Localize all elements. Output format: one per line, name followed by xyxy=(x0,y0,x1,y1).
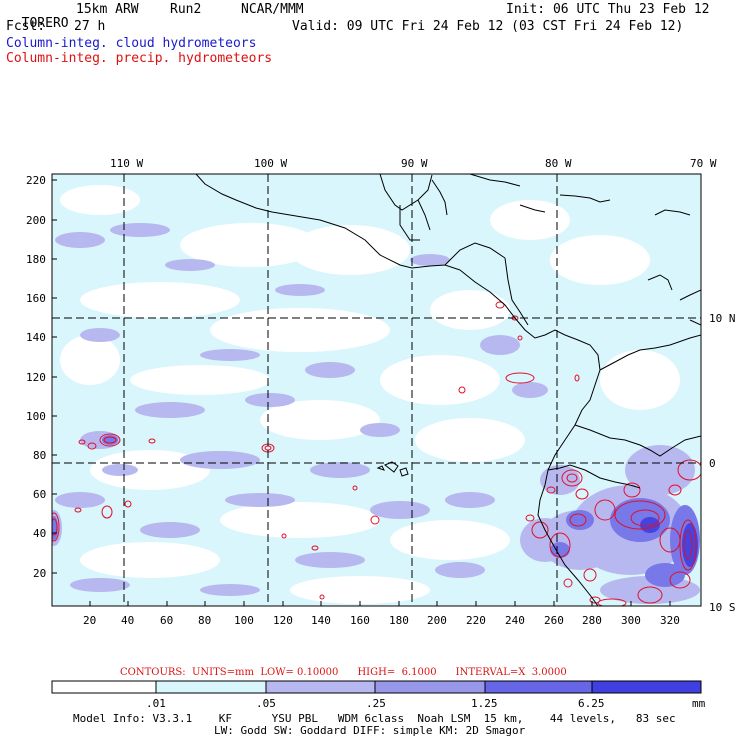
y-tick-80: 80 xyxy=(33,449,47,462)
header-resolution: 15km ARW xyxy=(76,2,139,17)
field-title-precip: Column-integ. precip. hydrometeors xyxy=(6,51,273,66)
field-title-cloud: Column-integ. cloud hydrometeors xyxy=(6,36,257,51)
x-tick-100: 100 xyxy=(234,614,254,627)
lat-label-0: 0 xyxy=(709,457,716,470)
cloud-field-layer xyxy=(52,174,701,606)
cloud-heavy-regions xyxy=(52,435,700,587)
header-init: Init: 06 UTC Thu 23 Feb 12 xyxy=(506,2,710,17)
x-tick-80: 80 xyxy=(198,614,212,627)
lat-lon-grid xyxy=(52,174,701,606)
y-tick-20: 20 xyxy=(33,567,47,580)
lon-label-80w: 80 W xyxy=(545,157,572,170)
header-org: NCAR/MMM xyxy=(241,2,304,17)
x-tick-120: 120 xyxy=(273,614,293,627)
x-tick-140: 140 xyxy=(311,614,331,627)
y-tick-60: 60 xyxy=(33,488,47,501)
colorbar-label-625: 6.25 xyxy=(578,697,605,710)
y-tick-180: 180 xyxy=(26,253,46,266)
lon-label-70w: 70 W xyxy=(690,157,717,170)
lat-label-10n: 10 N xyxy=(709,312,736,325)
colorbar-label-025: .25 xyxy=(366,697,386,710)
x-tick-300: 300 xyxy=(621,614,641,627)
x-tick-180: 180 xyxy=(389,614,409,627)
clear-sky-regions xyxy=(60,185,680,604)
colorbar-label-001: .01 xyxy=(146,697,166,710)
header-run: Run2 xyxy=(170,2,202,17)
lon-label-100w: 100 W xyxy=(254,157,288,170)
model-name: TORERO xyxy=(21,16,69,31)
x-tick-240: 240 xyxy=(505,614,525,627)
header-valid: Valid: 09 UTC Fri 24 Feb 12 (03 CST Fri … xyxy=(292,19,684,34)
colorbar-unit: mm xyxy=(692,697,706,710)
footer-physics: LW: Godd SW: Goddard DIFF: simple KM: 2D… xyxy=(214,724,526,737)
plot-frame xyxy=(51,173,702,607)
header-model: TORERO xyxy=(6,3,69,31)
y-tick-120: 120 xyxy=(26,371,46,384)
lat-label-10s: 10 S xyxy=(709,601,736,614)
y-tick-140: 140 xyxy=(26,331,46,344)
header-fcst-label: Fcst: xyxy=(6,19,46,34)
x-tick-20: 20 xyxy=(83,614,97,627)
bottom-tick-marks xyxy=(89,601,671,606)
y-tick-160: 160 xyxy=(26,292,46,305)
header-fcst-value: 27 h xyxy=(74,19,106,34)
y-tick-220: 220 xyxy=(26,174,46,187)
colorbar-label-005: .05 xyxy=(256,697,276,710)
cloud-moderate-regions xyxy=(52,223,700,604)
left-tick-marks xyxy=(52,179,57,574)
x-tick-160: 160 xyxy=(350,614,370,627)
y-tick-200: 200 xyxy=(26,214,46,227)
y-tick-100: 100 xyxy=(26,410,46,423)
lon-label-110w: 110 W xyxy=(110,157,144,170)
precip-contours xyxy=(52,301,701,606)
y-tick-40: 40 xyxy=(33,527,47,540)
x-tick-280: 280 xyxy=(582,614,602,627)
x-tick-260: 260 xyxy=(544,614,564,627)
lon-label-90w: 90 W xyxy=(401,157,428,170)
coastlines xyxy=(195,174,701,606)
x-tick-220: 220 xyxy=(466,614,486,627)
footer-model-info: Model Info: V3.3.1 KF YSU PBL WDM 6class… xyxy=(73,712,676,725)
x-tick-40: 40 xyxy=(121,614,135,627)
x-tick-200: 200 xyxy=(427,614,447,627)
x-tick-60: 60 xyxy=(160,614,174,627)
contours-info: CONTOURS: UNITS=mm LOW= 0.10000 HIGH= 6.… xyxy=(120,667,567,678)
colorbar-label-125: 1.25 xyxy=(471,697,498,710)
x-tick-320: 320 xyxy=(660,614,680,627)
